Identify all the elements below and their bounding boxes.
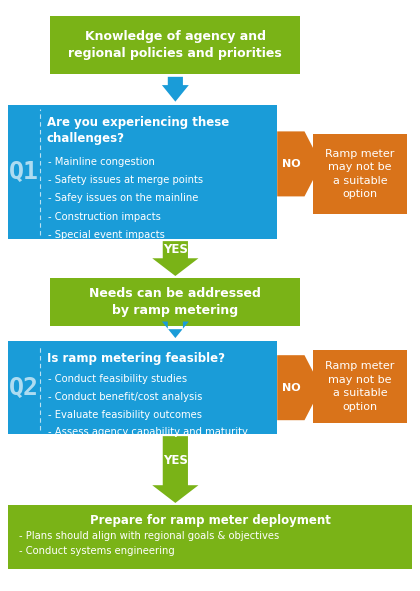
Polygon shape [162,322,189,338]
Polygon shape [152,436,199,503]
Polygon shape [152,241,199,276]
FancyBboxPatch shape [8,341,277,434]
Text: YES: YES [163,243,188,256]
Text: - Plans should align with regional goals & objectives: - Plans should align with regional goals… [19,531,279,541]
Text: Knowledge of agency and
regional policies and priorities: Knowledge of agency and regional policie… [68,30,282,60]
Text: - Construction impacts: - Construction impacts [48,212,161,222]
Text: - Assess agency capability and maturity: - Assess agency capability and maturity [48,427,248,437]
FancyBboxPatch shape [313,350,407,423]
Text: - Conduct systems engineering: - Conduct systems engineering [19,546,175,556]
Text: Q2: Q2 [9,376,39,400]
Text: Prepare for ramp meter deployment: Prepare for ramp meter deployment [89,514,331,527]
FancyBboxPatch shape [8,105,277,239]
Text: Are you experiencing these
challenges?: Are you experiencing these challenges? [47,116,229,145]
Polygon shape [277,355,321,420]
Text: - Safey issues on the mainline: - Safey issues on the mainline [48,193,199,203]
FancyBboxPatch shape [313,134,407,214]
Text: Q1: Q1 [9,160,39,184]
Text: - Mainline congestion: - Mainline congestion [48,157,155,167]
Polygon shape [277,131,321,196]
Text: - Evaluate feasibility outcomes: - Evaluate feasibility outcomes [48,410,202,420]
Text: - Special event impacts: - Special event impacts [48,230,165,240]
Text: Ramp meter
may not be
a suitable
option: Ramp meter may not be a suitable option [326,149,395,199]
Text: NO: NO [281,383,300,392]
Text: Ramp meter
may not be
a suitable
option: Ramp meter may not be a suitable option [326,361,395,412]
Text: YES: YES [163,454,188,467]
FancyBboxPatch shape [8,505,412,569]
Text: - Conduct benefit/cost analysis: - Conduct benefit/cost analysis [48,392,203,402]
Text: Needs can be addressed
by ramp metering: Needs can be addressed by ramp metering [89,287,261,317]
FancyBboxPatch shape [50,16,300,74]
FancyBboxPatch shape [50,278,300,326]
Text: NO: NO [281,159,300,169]
Text: - Conduct feasibility studies: - Conduct feasibility studies [48,374,187,384]
Polygon shape [162,77,189,102]
Text: Is ramp metering feasible?: Is ramp metering feasible? [47,352,225,365]
Text: - Safety issues at merge points: - Safety issues at merge points [48,175,203,185]
